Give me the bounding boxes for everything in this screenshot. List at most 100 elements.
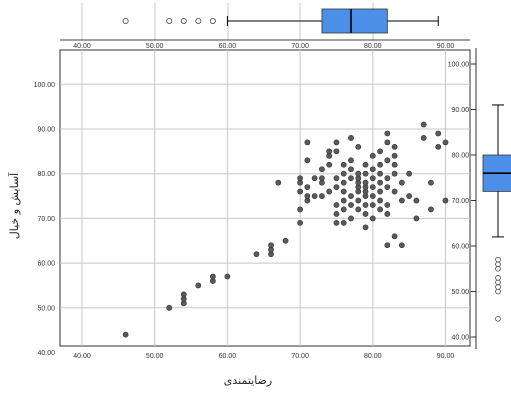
right-tick-label: 70.00: [451, 198, 469, 205]
data-points: [122, 121, 449, 338]
data-point: [340, 179, 347, 186]
data-point: [384, 157, 391, 164]
y-tick-label: 40.00: [37, 350, 55, 357]
right-outlier: [495, 261, 501, 268]
right-boxplot-marks: [482, 104, 511, 322]
data-point: [369, 152, 376, 159]
data-point: [333, 202, 340, 208]
top-x-tick-label: 60.00: [219, 43, 237, 50]
right-outlier: [495, 275, 501, 281]
right-outlier: [495, 288, 501, 295]
data-point: [369, 175, 376, 182]
top-x-tick-label: 40.00: [73, 43, 91, 50]
x-axis-ticks: 40.00 50.00 60.00 70.00 80.00 90.00: [73, 353, 454, 360]
data-point: [253, 251, 260, 258]
data-point: [311, 175, 318, 182]
data-point: [435, 130, 442, 137]
top-outlier: [180, 17, 187, 24]
data-point: [297, 206, 303, 213]
top-x-tick-label: 50.00: [146, 43, 164, 50]
y-tick-label: 70.00: [37, 216, 55, 223]
data-point: [340, 161, 347, 168]
grid-lines: [60, 50, 470, 346]
data-point: [362, 211, 369, 217]
x-tick-label: 90.00: [437, 353, 455, 360]
data-point: [340, 188, 347, 195]
y-tick-label: 50.00: [37, 305, 55, 312]
data-point: [348, 193, 354, 199]
x-axis-label: رضایتمندی: [224, 374, 272, 387]
data-point: [420, 121, 427, 128]
data-point: [268, 242, 274, 249]
data-point: [304, 157, 311, 164]
data-point: [224, 273, 231, 280]
top-x-tick-label: 80.00: [364, 43, 382, 50]
data-point: [362, 170, 369, 177]
right-tick-label: 80.00: [451, 153, 469, 160]
data-point: [435, 143, 442, 150]
data-point: [377, 206, 383, 213]
right-outlier: [495, 256, 501, 263]
right-outlier: [495, 284, 501, 290]
data-point: [398, 242, 405, 249]
data-point: [384, 175, 391, 182]
data-point: [391, 233, 398, 240]
x-tick-label: 40.00: [73, 353, 91, 360]
y-axis-ticks: 40.00 50.00 60.00 70.00 80.00 90.00 100.00: [34, 82, 56, 357]
data-point: [348, 202, 354, 208]
data-point: [384, 202, 391, 208]
data-point: [413, 215, 420, 222]
data-point: [333, 175, 340, 182]
top-outlier: [209, 17, 216, 24]
data-point: [377, 188, 383, 195]
right-tick-label: 100.00: [448, 62, 470, 69]
data-point: [282, 237, 289, 244]
x-tick-label: 50.00: [146, 353, 164, 360]
data-point: [391, 143, 398, 150]
top-x-tick-label: 90.00: [437, 43, 455, 50]
y-tick-label: 60.00: [37, 261, 55, 268]
data-point: [377, 197, 383, 204]
data-point: [442, 197, 449, 204]
data-point: [166, 304, 173, 311]
data-point: [304, 184, 311, 191]
data-point: [355, 206, 362, 213]
data-point: [333, 211, 340, 217]
x-tick-label: 70.00: [291, 353, 309, 360]
right-boxplot: 40.00 50.00 60.00 70.00 80.00 90.00 100.00: [448, 48, 511, 349]
data-point: [333, 219, 340, 226]
top-outlier: [195, 17, 202, 24]
data-point: [398, 179, 405, 186]
top-box: [321, 8, 388, 34]
data-point: [326, 188, 333, 195]
data-point: [275, 179, 282, 186]
y-tick-label: 80.00: [37, 171, 55, 178]
data-point: [369, 193, 376, 199]
data-point: [384, 211, 391, 217]
data-point: [311, 193, 318, 199]
y-tick-label: 90.00: [37, 127, 55, 134]
data-point: [297, 188, 303, 195]
data-point: [391, 161, 398, 168]
scatter-plot: 40.00 50.00 60.00 70.00 80.00 90.00 40.00 50.0…: [34, 49, 471, 360]
data-point: [384, 184, 391, 191]
data-point: [297, 219, 303, 226]
data-point: [340, 170, 347, 177]
x-tick-label: 60.00: [219, 353, 237, 360]
data-point: [319, 166, 325, 173]
data-point: [348, 175, 354, 182]
data-point: [209, 273, 216, 280]
top-axis-ticks: 40.00 50.00 60.00 70.00 80.00 90.00: [73, 43, 454, 50]
data-point: [384, 130, 391, 137]
x-tick-label: 80.00: [364, 353, 382, 360]
data-point: [391, 152, 398, 159]
data-point: [333, 148, 340, 155]
data-point: [391, 188, 398, 195]
right-outlier: [495, 265, 501, 272]
data-point: [369, 166, 376, 173]
right-tick-label: 50.00: [451, 289, 469, 296]
data-point: [362, 161, 369, 168]
data-point: [355, 197, 362, 204]
data-point: [333, 184, 340, 191]
